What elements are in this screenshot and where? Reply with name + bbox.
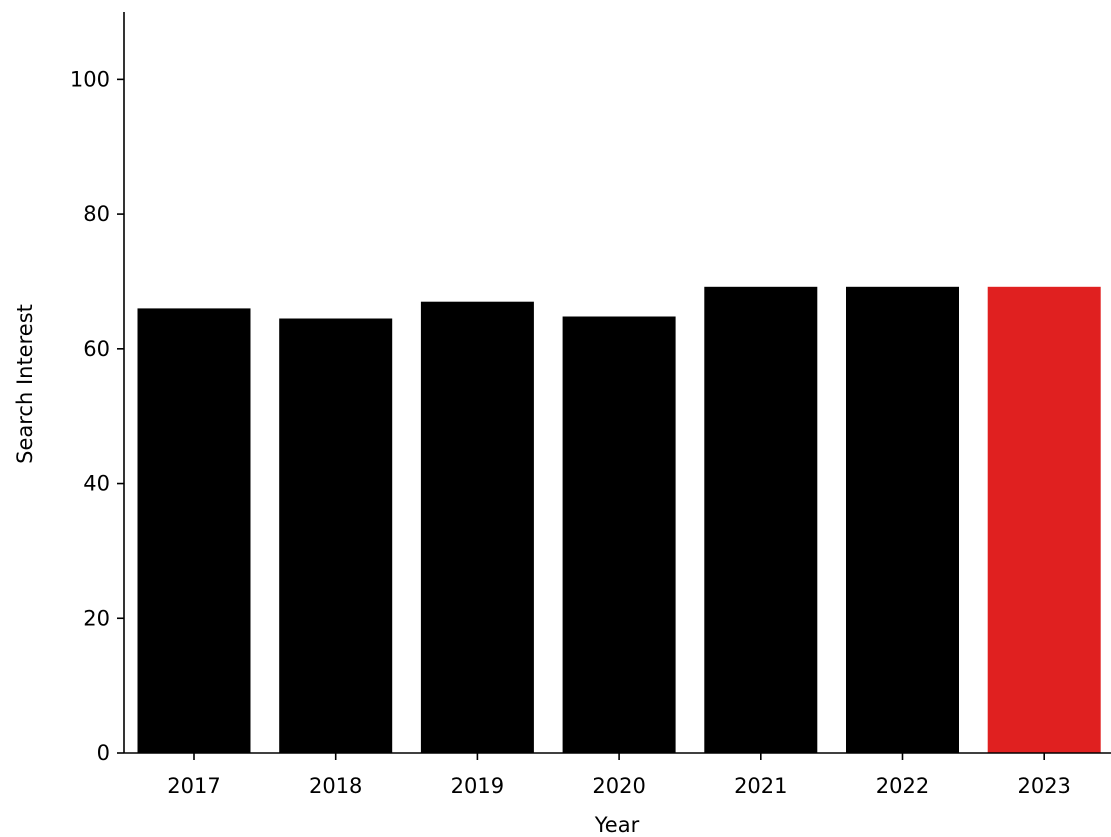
bar-2019: [420, 301, 534, 753]
x-tick-label-2017: 2017: [167, 774, 220, 798]
bar-2022: [846, 286, 959, 753]
bar-2017: [137, 308, 251, 753]
x-tick-label-2021: 2021: [734, 774, 787, 798]
bar-2018: [279, 318, 393, 753]
y-tick-label-80: 80: [83, 202, 110, 226]
bar-2023: [987, 286, 1101, 753]
bar-2021: [704, 286, 818, 753]
x-axis-label: Year: [594, 813, 640, 837]
y-tick-label-20: 20: [83, 606, 110, 630]
x-tick-label-2023: 2023: [1017, 774, 1070, 798]
y-tick-label-40: 40: [83, 472, 110, 496]
bars-group: [137, 286, 1101, 753]
y-tick-label-60: 60: [83, 337, 110, 361]
x-tick-label-2018: 2018: [309, 774, 362, 798]
x-axis: 2017 2018 2019 2020 2021 2022 2023: [124, 752, 1111, 798]
x-tick-label-2022: 2022: [876, 774, 929, 798]
bar-2020: [562, 316, 676, 753]
x-tick-label-2020: 2020: [592, 774, 645, 798]
y-axis-label: Search Interest: [13, 304, 37, 464]
x-tick-label-2019: 2019: [451, 774, 504, 798]
y-axis: 0 20 40 60 80 100: [70, 12, 125, 765]
y-tick-label-100: 100: [70, 67, 110, 91]
y-tick-label-0: 0: [97, 741, 110, 765]
